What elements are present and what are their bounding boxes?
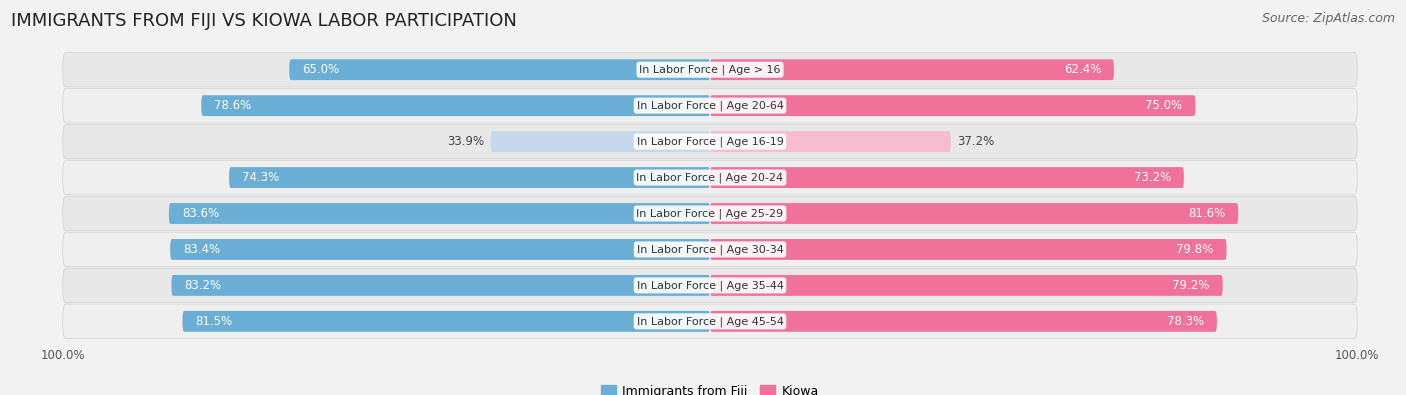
FancyBboxPatch shape <box>710 131 950 152</box>
Text: In Labor Force | Age 30-34: In Labor Force | Age 30-34 <box>637 244 783 255</box>
Text: 75.0%: 75.0% <box>1146 99 1182 112</box>
Text: 81.6%: 81.6% <box>1188 207 1225 220</box>
Text: 79.8%: 79.8% <box>1177 243 1213 256</box>
FancyBboxPatch shape <box>710 59 1114 80</box>
Text: In Labor Force | Age 16-19: In Labor Force | Age 16-19 <box>637 136 783 147</box>
FancyBboxPatch shape <box>229 167 710 188</box>
FancyBboxPatch shape <box>170 239 710 260</box>
Text: Source: ZipAtlas.com: Source: ZipAtlas.com <box>1261 12 1395 25</box>
FancyBboxPatch shape <box>172 275 710 296</box>
Text: 83.2%: 83.2% <box>184 279 222 292</box>
Text: 65.0%: 65.0% <box>302 63 339 76</box>
Text: IMMIGRANTS FROM FIJI VS KIOWA LABOR PARTICIPATION: IMMIGRANTS FROM FIJI VS KIOWA LABOR PART… <box>11 12 517 30</box>
FancyBboxPatch shape <box>63 232 1357 267</box>
FancyBboxPatch shape <box>491 131 710 152</box>
FancyBboxPatch shape <box>710 239 1226 260</box>
Text: 78.3%: 78.3% <box>1167 315 1204 328</box>
Text: In Labor Force | Age 45-54: In Labor Force | Age 45-54 <box>637 316 783 327</box>
Text: In Labor Force | Age > 16: In Labor Force | Age > 16 <box>640 64 780 75</box>
FancyBboxPatch shape <box>710 311 1216 332</box>
Text: 78.6%: 78.6% <box>214 99 252 112</box>
Text: In Labor Force | Age 20-64: In Labor Force | Age 20-64 <box>637 100 783 111</box>
FancyBboxPatch shape <box>710 275 1223 296</box>
FancyBboxPatch shape <box>63 160 1357 195</box>
FancyBboxPatch shape <box>63 304 1357 339</box>
FancyBboxPatch shape <box>290 59 710 80</box>
Text: 33.9%: 33.9% <box>447 135 484 148</box>
Text: 81.5%: 81.5% <box>195 315 232 328</box>
FancyBboxPatch shape <box>63 196 1357 231</box>
FancyBboxPatch shape <box>710 95 1195 116</box>
Legend: Immigrants from Fiji, Kiowa: Immigrants from Fiji, Kiowa <box>596 380 824 395</box>
Text: 83.6%: 83.6% <box>181 207 219 220</box>
FancyBboxPatch shape <box>63 268 1357 303</box>
Text: 73.2%: 73.2% <box>1133 171 1171 184</box>
Text: 74.3%: 74.3% <box>242 171 280 184</box>
Text: 62.4%: 62.4% <box>1063 63 1101 76</box>
FancyBboxPatch shape <box>201 95 710 116</box>
Text: 79.2%: 79.2% <box>1173 279 1209 292</box>
FancyBboxPatch shape <box>63 53 1357 87</box>
Text: In Labor Force | Age 25-29: In Labor Force | Age 25-29 <box>637 208 783 219</box>
Text: 83.4%: 83.4% <box>183 243 221 256</box>
FancyBboxPatch shape <box>169 203 710 224</box>
Text: In Labor Force | Age 35-44: In Labor Force | Age 35-44 <box>637 280 783 291</box>
FancyBboxPatch shape <box>63 88 1357 123</box>
FancyBboxPatch shape <box>710 167 1184 188</box>
FancyBboxPatch shape <box>183 311 710 332</box>
FancyBboxPatch shape <box>710 203 1239 224</box>
Text: 37.2%: 37.2% <box>957 135 994 148</box>
Text: In Labor Force | Age 20-24: In Labor Force | Age 20-24 <box>637 172 783 183</box>
FancyBboxPatch shape <box>63 124 1357 159</box>
